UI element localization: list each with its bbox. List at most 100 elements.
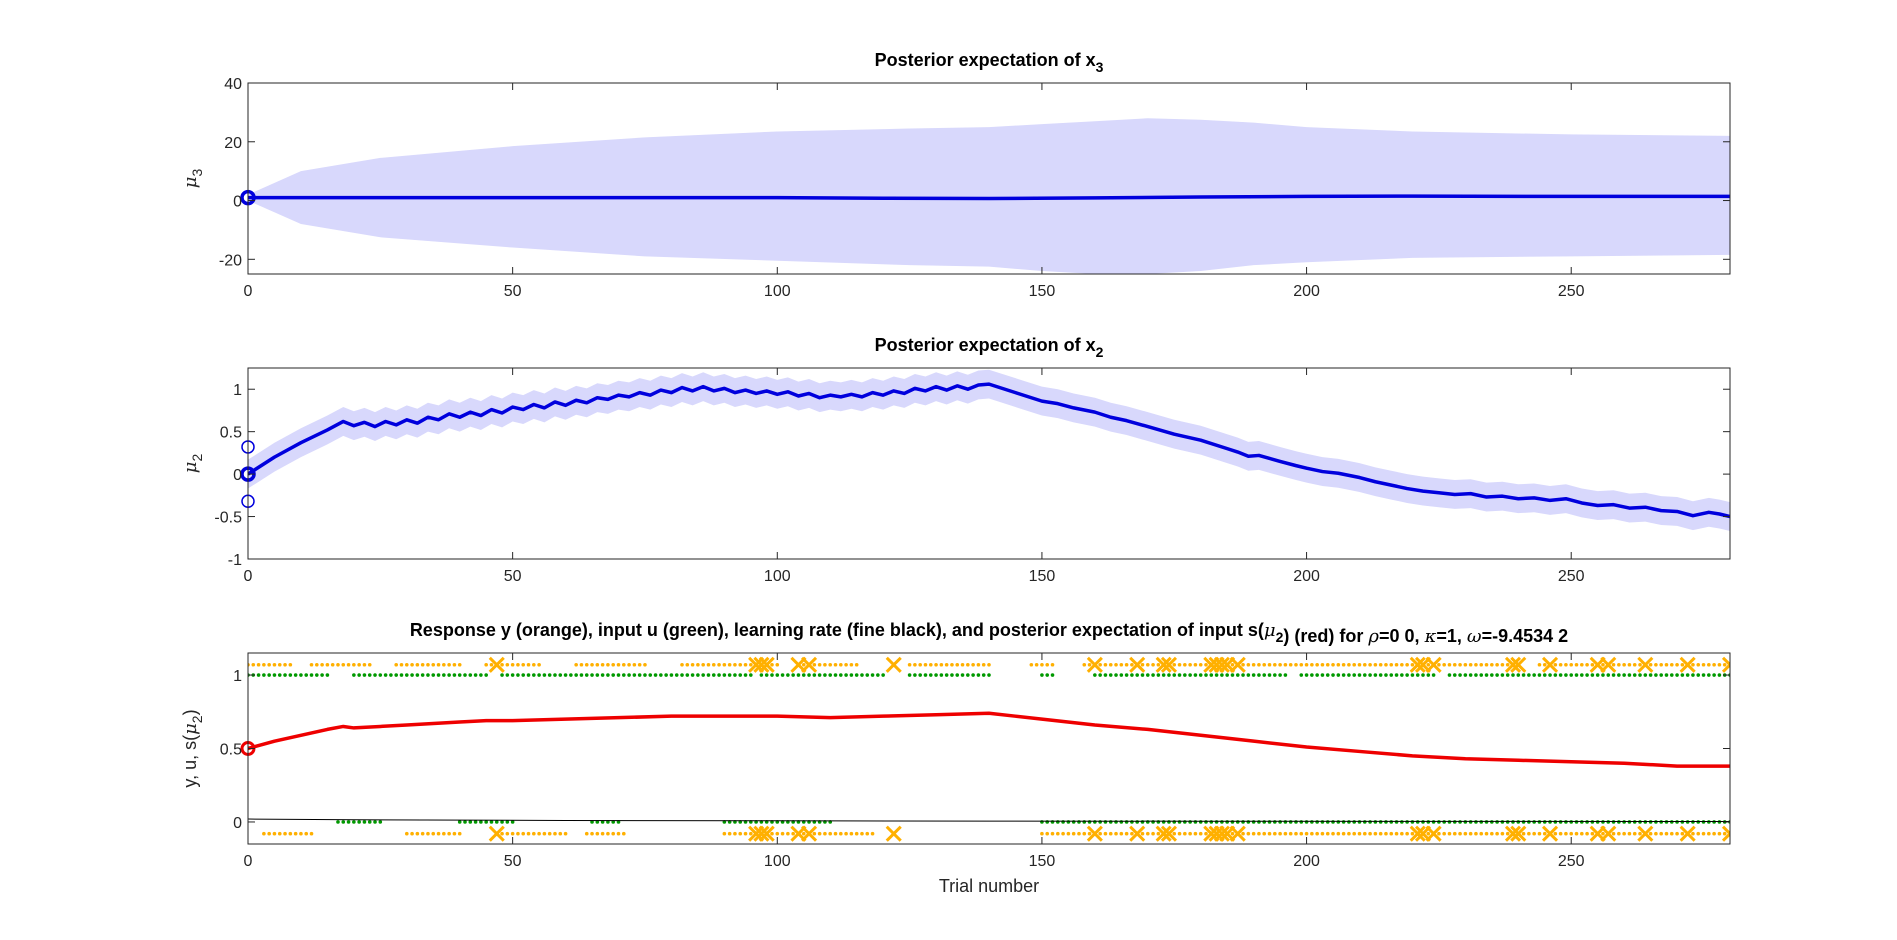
response-y-point <box>621 662 626 667</box>
response-y-point <box>1542 662 1547 667</box>
input-u-point <box>849 673 854 677</box>
input-u-point <box>1474 673 1478 677</box>
response-y-point <box>722 662 727 667</box>
input-u-point <box>1378 673 1383 677</box>
input-u-point <box>1585 673 1589 677</box>
input-u-point <box>1325 820 1330 824</box>
irregular-response-marker <box>488 825 505 842</box>
response-y-point <box>987 662 991 667</box>
response-y-point <box>1500 831 1505 836</box>
input-u-point <box>574 673 578 677</box>
response-y-point <box>685 662 690 667</box>
input-u-point <box>1241 820 1245 824</box>
response-y-point <box>907 662 912 667</box>
input-u-point <box>1463 820 1468 824</box>
irregular-response-marker <box>1679 825 1696 842</box>
irregular-response-marker <box>1086 825 1103 842</box>
response-y-point <box>1722 831 1727 836</box>
response-y-point <box>865 831 870 836</box>
response-y-point <box>1659 662 1663 667</box>
input-u-point <box>283 673 287 677</box>
plot-area <box>248 118 1730 274</box>
response-y-point <box>1357 831 1362 836</box>
response-y-point <box>537 662 541 667</box>
input-u-point <box>606 820 610 824</box>
response-y-point <box>574 662 578 667</box>
input-u-point <box>1325 673 1330 677</box>
response-y-point <box>1590 662 1595 667</box>
input-u-point <box>378 820 383 824</box>
response-y-point <box>1617 831 1621 836</box>
response-y-point <box>1304 662 1309 667</box>
response-y-point <box>1278 831 1282 836</box>
response-y-point <box>1537 831 1542 836</box>
input-u-point <box>1627 673 1632 677</box>
input-u-point <box>1198 820 1203 824</box>
response-y-point <box>1230 831 1235 836</box>
response-y-point <box>309 831 314 836</box>
input-u-point <box>928 673 933 677</box>
input-u-point <box>976 673 981 677</box>
response-y-point <box>1389 662 1394 667</box>
input-u-point <box>749 673 753 677</box>
input-u-point <box>1516 673 1521 677</box>
response-y-point <box>537 831 541 836</box>
input-u-point <box>590 820 594 824</box>
input-u-point <box>1664 673 1669 677</box>
input-u-point <box>1108 673 1113 677</box>
response-y-point <box>283 831 287 836</box>
input-u-point <box>1564 820 1568 824</box>
response-y-point <box>399 662 404 667</box>
input-u-point <box>1378 820 1383 824</box>
response-y-point <box>616 831 621 836</box>
irregular-response-marker <box>1155 656 1172 673</box>
input-u-point <box>839 673 843 677</box>
response-y-point <box>1521 831 1526 836</box>
response-y-point <box>420 831 425 836</box>
input-u-point <box>1341 673 1346 677</box>
response-y-point <box>1336 662 1341 667</box>
irregular-response-marker <box>1129 656 1146 673</box>
input-u-point <box>362 673 367 677</box>
response-y-point <box>1696 662 1701 667</box>
input-u-point <box>913 673 917 677</box>
variance-band <box>248 118 1730 274</box>
response-y-point <box>934 662 938 667</box>
input-u-point <box>987 673 991 677</box>
response-y-point <box>410 662 414 667</box>
response-y-point <box>828 831 833 836</box>
response-y-point <box>1722 662 1727 667</box>
input-u-point <box>1669 673 1674 677</box>
input-u-point <box>1394 820 1399 824</box>
input-u-point <box>1484 673 1489 677</box>
title-greek: κ <box>1424 626 1437 647</box>
response-y-point <box>839 662 843 667</box>
irregular-response-marker <box>1409 656 1426 673</box>
response-y-point <box>1071 831 1076 836</box>
response-y-point <box>1299 831 1304 836</box>
input-u-point <box>1452 673 1457 677</box>
input-u-point <box>1283 820 1288 824</box>
input-u-point <box>1617 673 1621 677</box>
response-y-point <box>1664 831 1669 836</box>
input-u-point <box>934 673 938 677</box>
response-y-point <box>1320 662 1325 667</box>
irregular-response-marker <box>1425 656 1442 673</box>
input-u-point <box>1405 820 1409 824</box>
input-u-point <box>1045 673 1050 677</box>
response-y-point <box>516 662 520 667</box>
response-y-point <box>976 662 981 667</box>
response-y-point <box>960 662 965 667</box>
input-u-point <box>1336 673 1341 677</box>
input-u-point <box>1235 673 1240 677</box>
input-u-point <box>659 673 663 677</box>
input-u-point <box>362 820 367 824</box>
response-y-point <box>770 662 774 667</box>
input-u-point <box>1415 820 1420 824</box>
input-u-point <box>1341 820 1346 824</box>
response-y-point <box>1611 831 1616 836</box>
response-y-point <box>1691 831 1695 836</box>
input-u-point <box>1574 820 1579 824</box>
response-y-point <box>1468 662 1473 667</box>
response-y-point <box>727 662 732 667</box>
